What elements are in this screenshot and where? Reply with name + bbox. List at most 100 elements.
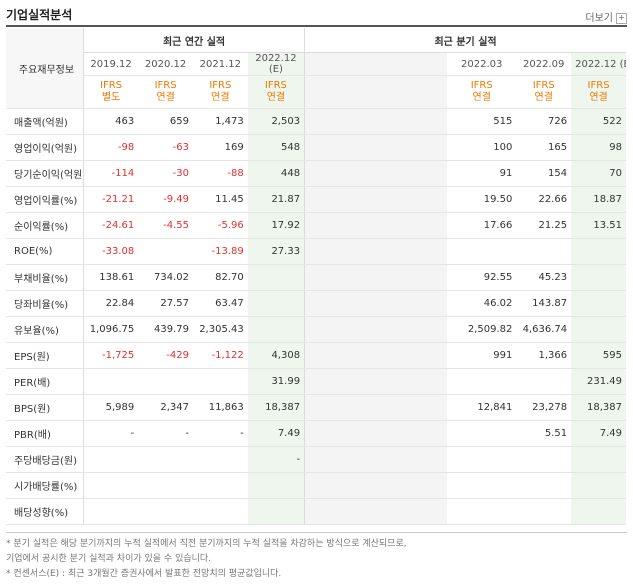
- more-label[interactable]: 더보기: [585, 13, 613, 24]
- annual-value: 659: [138, 108, 193, 135]
- table-row: EPS(원) -1,725 -429 -1,122 4,308 991 1,366 595: [6, 342, 626, 369]
- quarter-value: [571, 290, 626, 317]
- annual-value: -4.55: [138, 212, 193, 239]
- quarter-value: [304, 238, 353, 265]
- annual-value: 27.57: [138, 290, 193, 317]
- quarter-value: [399, 316, 448, 343]
- annual-value: [138, 472, 193, 499]
- section-title: 기업실적분석: [6, 8, 73, 22]
- quarter-ifrs: [399, 75, 448, 109]
- annual-value: [247, 290, 305, 317]
- annual-ifrs: IFRS 연결: [138, 75, 193, 109]
- quarter-ifrs: [304, 75, 353, 109]
- more-link[interactable]: 더보기 +: [585, 9, 627, 24]
- annual-period: 2021.12: [192, 52, 248, 76]
- table-row: 영업이익률(%) -21.21 -9.49 11.45 21.87 19.50 22.66 1…: [6, 186, 626, 213]
- quarter-value: [447, 238, 517, 265]
- quarter-value: 143.87: [516, 290, 572, 317]
- quarter-value: 100: [447, 134, 517, 161]
- quarter-value: [352, 134, 400, 161]
- quarter-period: 2022.03: [447, 52, 517, 76]
- row-label: 매출액(억원): [6, 108, 84, 135]
- quarter-value: 92.55: [447, 264, 517, 291]
- annual-value: -: [83, 420, 139, 447]
- row-label: 시가배당률(%): [6, 472, 84, 499]
- quarter-period: 2022.09: [516, 52, 572, 76]
- quarter-value: 522: [571, 108, 626, 135]
- quarter-value: 21.25: [516, 212, 572, 239]
- quarter-value: 22.66: [516, 186, 572, 213]
- row-label: BPS(원): [6, 394, 84, 421]
- annual-value: [83, 368, 139, 395]
- group-quarter: 최근 분기 실적: [304, 28, 626, 53]
- quarter-value: [516, 472, 572, 499]
- row-label: ROE(%): [6, 238, 84, 265]
- row-label: PER(배): [6, 368, 84, 395]
- quarter-value: [304, 446, 353, 473]
- annual-value: -88: [192, 160, 248, 187]
- annual-value: [138, 238, 193, 265]
- quarter-value: [571, 316, 626, 343]
- quarter-value: [352, 238, 400, 265]
- quarter-value: [447, 420, 517, 447]
- table-row: 순이익률(%) -24.61 -4.55 -5.96 17.92 17.66 21.25 13…: [6, 212, 626, 239]
- row-label: 배당성향(%): [6, 498, 84, 525]
- quarter-value: 165: [516, 134, 572, 161]
- annual-period: 2019.12: [83, 52, 139, 76]
- quarter-value: 91: [447, 160, 517, 187]
- quarter-value: [352, 316, 400, 343]
- row-label: 당좌비율(%): [6, 290, 84, 317]
- annual-value: 1,096.75: [83, 316, 139, 343]
- row-header: 주요재무정보: [6, 28, 84, 109]
- annual-value: 169: [192, 134, 248, 161]
- annual-value: [192, 446, 248, 473]
- footnotes: * 분기 실적은 해당 분기까지의 누적 실적에서 직전 분기까지의 누적 실적…: [6, 537, 407, 582]
- annual-value: -24.61: [83, 212, 139, 239]
- annual-period: 2020.12: [138, 52, 193, 76]
- annual-ifrs: IFRS 연결: [192, 75, 248, 109]
- quarter-value: [304, 368, 353, 395]
- annual-value: -429: [138, 342, 193, 369]
- footnote-2: 기업에서 공시한 분기 실적과 차이가 있을 수 있습니다.: [6, 554, 212, 564]
- annual-value: -63: [138, 134, 193, 161]
- quarter-value: [352, 472, 400, 499]
- quarter-value: [447, 472, 517, 499]
- annual-value: [247, 498, 305, 525]
- annual-value: 18,387: [247, 394, 305, 421]
- quarter-value: [399, 498, 448, 525]
- row-label: 영업이익률(%): [6, 186, 84, 213]
- plus-icon[interactable]: +: [616, 12, 627, 24]
- row-label: 부채비율(%): [6, 264, 84, 291]
- quarter-value: [447, 446, 517, 473]
- quarter-value: [352, 394, 400, 421]
- quarter-value: 5.51: [516, 420, 572, 447]
- annual-value: 463: [83, 108, 139, 135]
- annual-value: 439.79: [138, 316, 193, 343]
- annual-value: -13.89: [192, 238, 248, 265]
- annual-value: -114: [83, 160, 139, 187]
- quarter-value: [571, 446, 626, 473]
- quarter-value: [399, 160, 448, 187]
- quarter-value: [352, 160, 400, 187]
- quarter-value: 45.23: [516, 264, 572, 291]
- quarter-value: 1,366: [516, 342, 572, 369]
- quarter-value: [399, 368, 448, 395]
- quarter-value: [304, 316, 353, 343]
- quarter-value: 18,387: [571, 394, 626, 421]
- quarter-value: 595: [571, 342, 626, 369]
- table-row: 매출액(억원) 463 659 1,473 2,503 515 726 522: [6, 108, 626, 135]
- quarter-ifrs: IFRS 연결: [571, 75, 626, 109]
- quarter-value: [304, 108, 353, 135]
- annual-value: 548: [247, 134, 305, 161]
- quarter-value: [352, 498, 400, 525]
- table-row: 시가배당률(%): [6, 472, 626, 499]
- quarter-value: 4,636.74: [516, 316, 572, 343]
- quarter-value: [352, 342, 400, 369]
- annual-value: -30: [138, 160, 193, 187]
- annual-value: 138.61: [83, 264, 139, 291]
- quarter-value: [516, 368, 572, 395]
- annual-value: [247, 472, 305, 499]
- quarter-value: 991: [447, 342, 517, 369]
- quarter-value: 18.87: [571, 186, 626, 213]
